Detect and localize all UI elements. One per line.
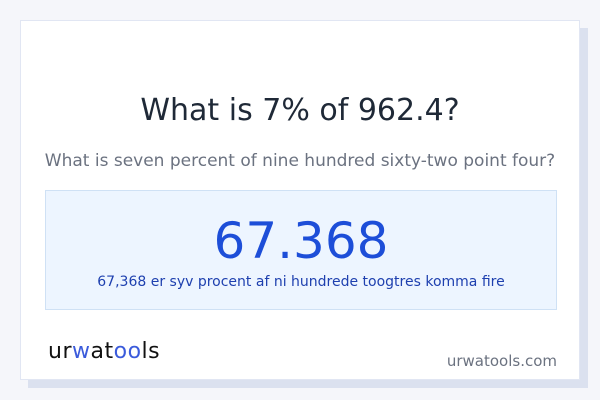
- card: What is 7% of 962.4? What is seven perce…: [20, 20, 580, 380]
- site-url: urwatools.com: [446, 352, 557, 370]
- question-in-words: What is seven percent of nine hundred si…: [44, 151, 556, 171]
- urwatools-logo: urwatools: [48, 339, 161, 364]
- result-value: 67.368: [213, 212, 389, 270]
- result-in-words: 67,368 er syv procent af ni hundrede too…: [97, 274, 505, 290]
- result-box: 67.368 67,368 er syv procent af ni hundr…: [45, 190, 557, 310]
- page-title: What is 7% of 962.4?: [140, 93, 460, 128]
